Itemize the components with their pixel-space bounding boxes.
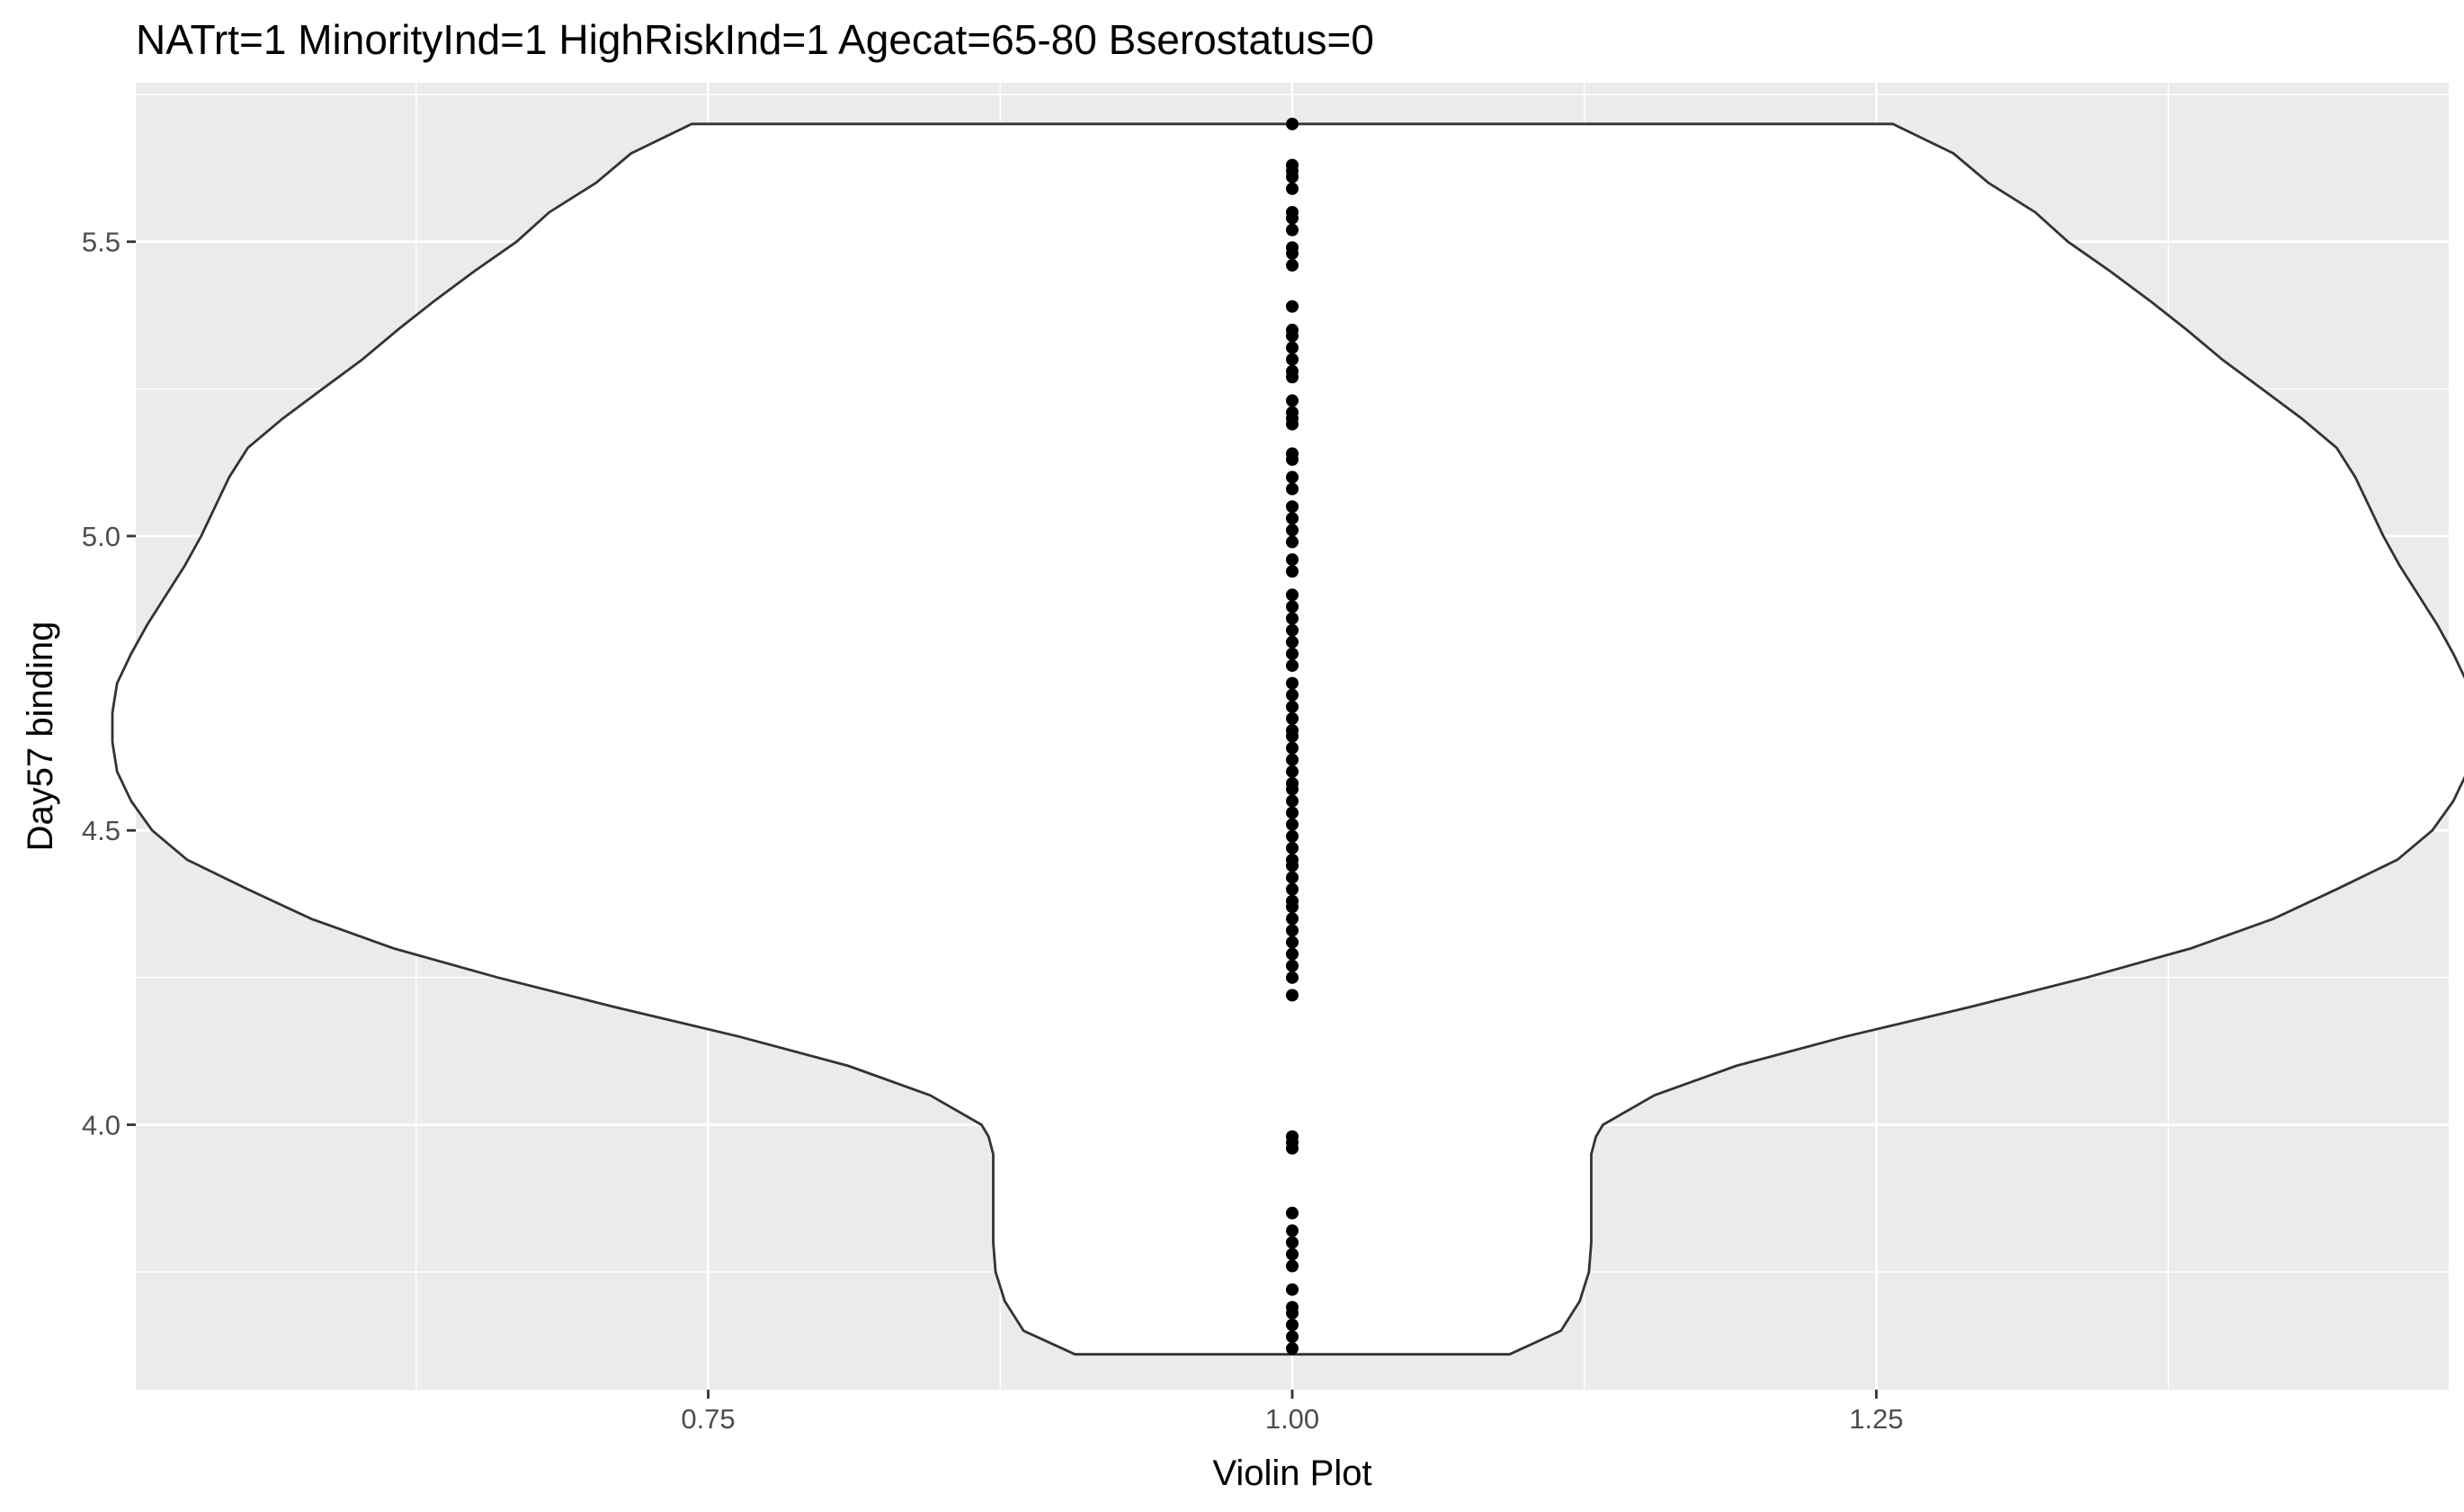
data-point [1286,300,1299,313]
data-point [1286,1236,1299,1249]
data-point [1286,553,1299,567]
data-point [1286,1224,1299,1238]
data-point [1286,794,1299,808]
data-point [1286,1283,1299,1296]
data-point [1286,1248,1299,1261]
data-point [1286,1330,1299,1344]
data-point [1286,1206,1299,1220]
data-point [1286,1342,1299,1355]
y-tick-label: 4.5 [82,815,121,846]
data-point [1286,818,1299,831]
data-point [1286,765,1299,778]
data-point [1286,853,1299,866]
data-point [1286,353,1299,366]
data-point [1286,565,1299,578]
data-point [1286,1319,1299,1332]
data-point [1286,688,1299,702]
data-point [1286,1301,1299,1314]
data-point [1286,406,1299,419]
data-point [1286,600,1299,613]
data-point [1286,753,1299,766]
data-point [1286,829,1299,843]
data-point [1286,989,1299,1002]
data-point [1286,241,1299,255]
data-point [1286,341,1299,354]
data-point [1286,512,1299,525]
data-point [1286,258,1299,272]
data-points [1286,117,1299,1355]
data-point [1286,523,1299,537]
x-axis: 0.75 1.00 1.25 [681,1390,1904,1435]
chart-title: NATrt=1 MinorityInd=1 HighRiskInd=1 Agec… [136,16,1374,63]
data-point [1286,158,1299,172]
data-point [1286,676,1299,690]
data-point [1286,776,1299,790]
data-point [1286,971,1299,984]
y-tick-label: 4.0 [82,1109,121,1141]
x-axis-title: Violin Plot [1212,1454,1371,1493]
data-point [1286,588,1299,602]
data-point [1286,205,1299,219]
data-point [1286,871,1299,884]
data-point [1286,223,1299,237]
y-tick-label: 5.5 [82,227,121,258]
data-point [1286,1259,1299,1273]
data-point [1286,117,1299,130]
y-tick-label: 5.0 [82,521,121,552]
y-axis: 4.0 4.5 5.0 5.5 [82,227,136,1141]
data-point [1286,882,1299,896]
data-point [1286,959,1299,972]
data-point [1286,535,1299,549]
data-point [1286,182,1299,195]
data-point [1286,741,1299,755]
data-point [1286,623,1299,637]
data-point [1286,1130,1299,1143]
data-point [1286,482,1299,496]
x-tick-label: 1.00 [1265,1403,1319,1435]
data-point [1286,723,1299,737]
data-point [1286,924,1299,937]
x-tick-label: 0.75 [681,1403,735,1435]
data-point [1286,711,1299,725]
data-point [1286,841,1299,854]
data-point [1286,470,1299,484]
data-point [1286,658,1299,672]
data-point [1286,894,1299,908]
data-point [1286,647,1299,660]
data-point [1286,447,1299,461]
data-point [1286,935,1299,949]
data-point [1286,947,1299,961]
data-point [1286,364,1299,378]
y-axis-title: Day57 binding [21,622,60,852]
data-point [1286,700,1299,713]
data-point [1286,500,1299,514]
data-point [1286,912,1299,926]
x-tick-label: 1.25 [1849,1403,1903,1435]
data-point [1286,323,1299,336]
data-point [1286,635,1299,649]
data-point [1286,806,1299,819]
data-point [1286,612,1299,625]
data-point [1286,394,1299,407]
